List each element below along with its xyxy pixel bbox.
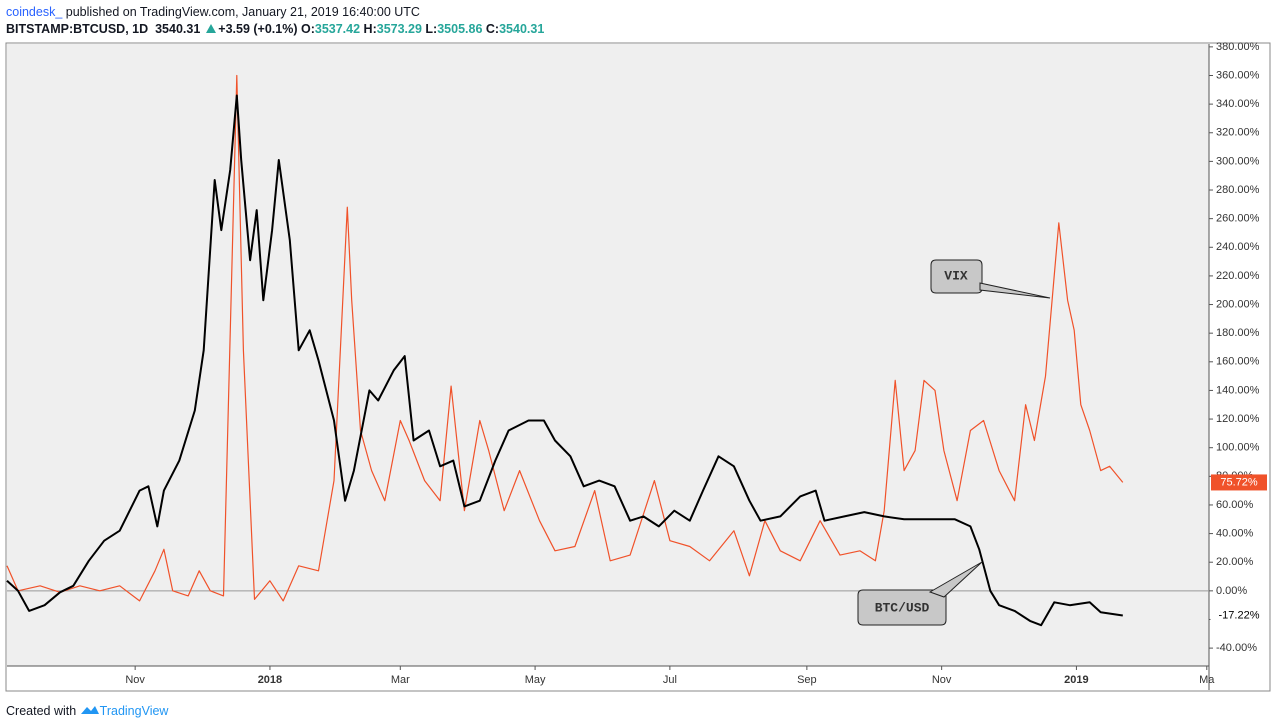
y-tick-label: 20.00% — [1216, 556, 1254, 568]
low: 3505.86 — [437, 22, 483, 36]
y-tick-label: 360.00% — [1216, 69, 1260, 81]
o-label: O: — [300, 22, 315, 36]
y-tick-label: 160.00% — [1216, 356, 1260, 368]
author[interactable]: coindesk_ — [6, 5, 63, 19]
c-label: C: — [485, 22, 500, 36]
published: published on TradingView.com, January 21… — [65, 5, 420, 19]
x-tick-label: Ma — [1199, 674, 1215, 686]
y-tick-label: 240.00% — [1216, 241, 1260, 253]
y-tick-label: 0.00% — [1216, 585, 1247, 597]
y-tick-label: 200.00% — [1216, 298, 1260, 310]
y-tick-label: 60.00% — [1216, 499, 1254, 511]
plot — [6, 74, 1209, 627]
x-tick-label: Jul — [663, 674, 677, 686]
series-line — [6, 94, 1123, 627]
created-with: Created with — [6, 704, 77, 718]
y-tick-label: -40.00% — [1216, 642, 1257, 654]
y-tick-label: 180.00% — [1216, 327, 1260, 339]
publish-line: coindesk_ published on TradingView.com, … — [6, 5, 420, 19]
x-tick-label: Nov — [932, 674, 952, 686]
y-tick-label: 260.00% — [1216, 213, 1260, 225]
last-value-badge — [1210, 606, 1268, 624]
brand[interactable]: TradingView — [99, 704, 169, 718]
x-tick-label: May — [525, 674, 546, 686]
x-tick-label: Mar — [391, 674, 410, 686]
btc-callout-pointer — [928, 561, 983, 598]
high: 3573.29 — [376, 22, 422, 36]
last-value-label: -17.22% — [1219, 609, 1260, 621]
x-tick-label: 2019 — [1064, 674, 1088, 686]
symbol: BITSTAMP:BTCUSD, 1D — [6, 22, 149, 36]
l-label: L: — [425, 22, 438, 36]
y-tick-label: 380.00% — [1216, 41, 1260, 53]
h-label: H: — [363, 22, 377, 36]
x-tick-label: Nov — [125, 674, 145, 686]
y-tick-label: 340.00% — [1216, 98, 1260, 110]
series-line — [6, 74, 1124, 602]
y-tick-label: 140.00% — [1216, 384, 1260, 396]
footer: Created with TradingView — [6, 703, 168, 718]
y-tick-label: 320.00% — [1216, 127, 1260, 139]
change: +3.59 (+0.1%) — [218, 22, 298, 36]
last-value-label: 75.72% — [1220, 476, 1258, 488]
price: 3540.31 — [155, 22, 201, 36]
y-tick-label: 120.00% — [1216, 413, 1260, 425]
up-arrow — [206, 24, 217, 33]
chart: VIX BTC/USD -40.00%-20.00%0.00%20.00%40.… — [5, 41, 1271, 692]
open: 3537.42 — [314, 22, 361, 36]
y-tick-label: 280.00% — [1216, 184, 1260, 196]
y-tick-label: 220.00% — [1216, 270, 1260, 282]
logo — [80, 706, 99, 714]
x-tick-label: 2018 — [258, 674, 282, 686]
plot-area — [7, 44, 1209, 666]
last-value-badge — [1211, 474, 1267, 491]
x-tick-label: Sep — [797, 674, 817, 686]
vix-callout-pointer — [979, 282, 1051, 299]
y-tick-label: 40.00% — [1216, 527, 1254, 539]
close: 3540.31 — [499, 22, 545, 36]
btc-callout: BTC/USD — [875, 600, 930, 615]
y-tick-label: 100.00% — [1216, 442, 1260, 454]
symbol-line: BITSTAMP:BTCUSD, 1D 3540.31 +3.59 (+0.1%)… — [6, 22, 544, 36]
vix-callout: VIX — [944, 268, 968, 283]
y-tick-label: 300.00% — [1216, 155, 1260, 167]
vix-callout-box — [930, 259, 983, 294]
